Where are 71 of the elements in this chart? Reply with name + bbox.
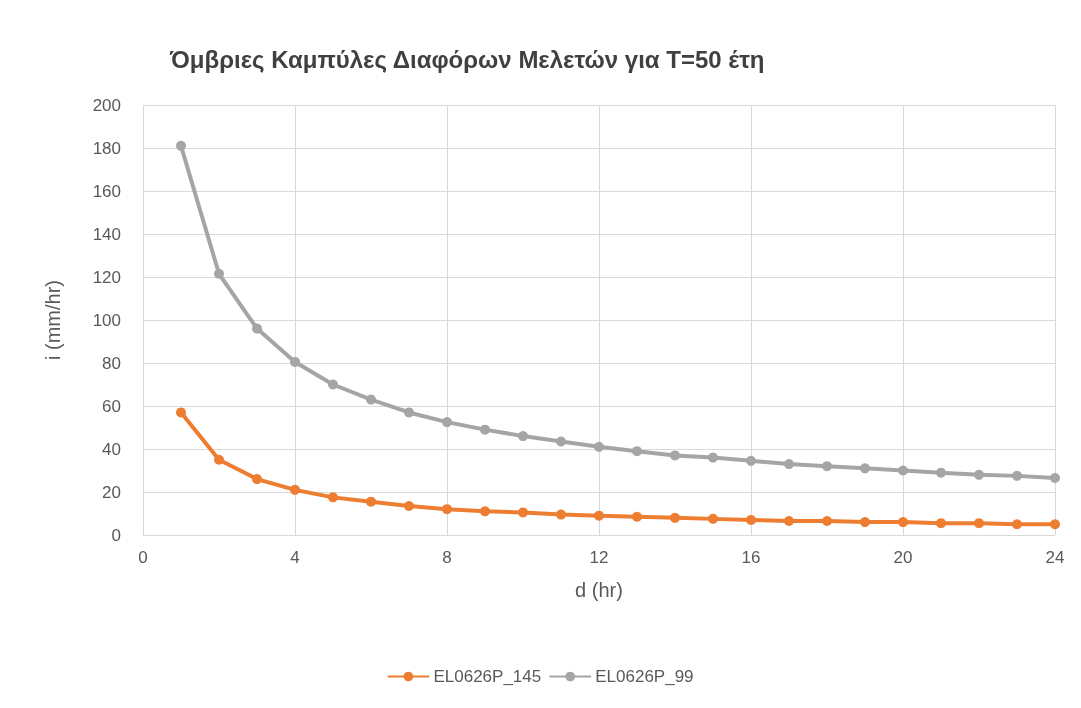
point <box>480 424 490 435</box>
point <box>670 450 680 461</box>
y-tick-label: 0 <box>111 525 121 545</box>
y-tick-label: 100 <box>92 310 121 330</box>
point <box>860 517 870 528</box>
point <box>556 509 566 520</box>
x-tick-label: 16 <box>741 548 761 567</box>
point <box>860 463 870 474</box>
point <box>518 431 528 442</box>
y-tick-label: 20 <box>102 482 121 502</box>
point <box>366 496 376 507</box>
point <box>442 417 452 428</box>
point <box>1050 519 1060 530</box>
point <box>556 436 566 447</box>
point <box>708 513 718 524</box>
point <box>404 500 414 511</box>
point <box>328 492 338 503</box>
point <box>290 356 300 367</box>
point <box>1050 473 1060 484</box>
y-tick-label: 160 <box>92 181 121 201</box>
point <box>746 455 756 466</box>
point <box>974 518 984 529</box>
legend-label: EL0626P_99 <box>595 667 694 686</box>
point <box>784 516 794 527</box>
point <box>1012 519 1022 530</box>
point <box>404 407 414 418</box>
x-axis-title: d (hr) <box>575 579 623 601</box>
x-tick-label: 12 <box>589 548 609 567</box>
point <box>328 379 338 390</box>
x-tick-label: 24 <box>1045 548 1065 567</box>
point <box>442 504 452 515</box>
point <box>214 268 224 279</box>
point <box>822 461 832 472</box>
point <box>366 394 376 405</box>
y-tick-label: 60 <box>102 396 121 416</box>
chart-title: Όμβριες Καμπύλες Διαφόρων Μελετών για Τ=50 έτη <box>169 45 765 73</box>
x-tick-label: 20 <box>893 548 913 567</box>
point <box>252 323 262 334</box>
point <box>632 446 642 457</box>
x-tick-label: 4 <box>290 548 300 567</box>
point <box>176 140 186 151</box>
point <box>746 514 756 525</box>
point <box>176 407 186 418</box>
y-tick-label: 40 <box>102 439 121 459</box>
point <box>252 474 262 485</box>
point <box>594 441 604 452</box>
point <box>784 459 794 470</box>
y-tick-label: 80 <box>102 353 121 373</box>
point <box>290 484 300 495</box>
x-tick-label: 0 <box>138 548 148 567</box>
legend-label: EL0626P_145 <box>433 667 542 686</box>
point <box>1012 470 1022 481</box>
point <box>936 467 946 478</box>
y-tick-label: 180 <box>92 138 121 158</box>
point <box>708 452 718 463</box>
y-tick-label: 120 <box>92 267 121 287</box>
point <box>898 517 908 528</box>
point <box>822 516 832 527</box>
point <box>936 518 946 529</box>
y-axis-title: i (mm/hr) <box>42 280 64 360</box>
point <box>480 506 490 517</box>
y-tick-label: 140 <box>92 224 121 244</box>
point <box>670 512 680 523</box>
point <box>974 469 984 480</box>
point <box>214 454 224 465</box>
point <box>632 511 642 522</box>
point <box>898 465 908 476</box>
point <box>518 507 528 518</box>
x-tick-label: 8 <box>442 548 452 567</box>
point <box>594 510 604 521</box>
y-tick-label: 200 <box>92 95 121 115</box>
